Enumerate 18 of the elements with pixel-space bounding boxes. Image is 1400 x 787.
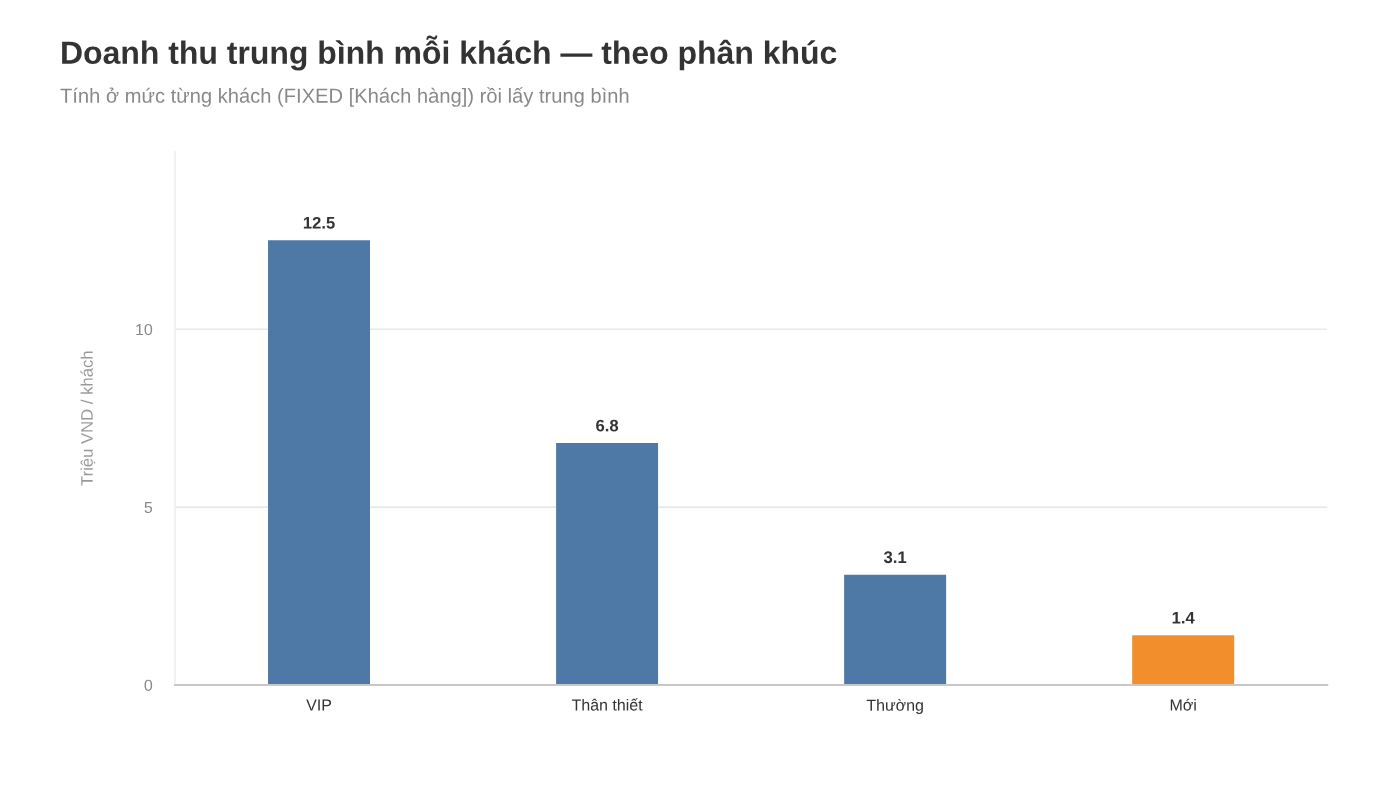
y-tick-label: 5 [144, 501, 153, 514]
x-tick-label: Thường [866, 698, 923, 714]
y-axis-title: Triệu VND / khách [80, 351, 96, 486]
bar [268, 240, 371, 685]
x-tick-label: VIP [306, 699, 332, 711]
y-tick-label: 0 [144, 679, 153, 691]
chart-subtitle: Tính ở mức từng khách (FIXED [Khách hàng]) rồi lấy trung bình [60, 87, 629, 107]
data-label: 1.4 [1172, 611, 1195, 624]
y-tick-label: 10 [136, 323, 153, 336]
x-tick-label: Thân thiết [571, 698, 643, 711]
chart-title: Doanh thu trung bình mỗi khách — theo phân khúc [62, 35, 837, 71]
x-tick-label: Mới [1170, 698, 1196, 711]
bar [844, 574, 947, 685]
data-label: 12.5 [303, 216, 335, 229]
data-label: 6.8 [596, 419, 619, 432]
data-label: 3.1 [883, 551, 907, 564]
bar [1132, 635, 1235, 685]
bar [556, 443, 659, 685]
